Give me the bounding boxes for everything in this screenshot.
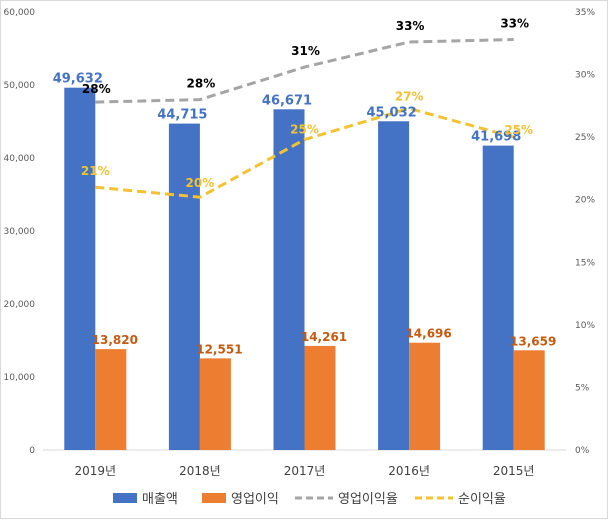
legend-swatch: [113, 493, 137, 503]
revenue-bar: [64, 87, 96, 450]
right-axis-tick-label: 25%: [575, 133, 595, 143]
left-axis-tick-label: 30,000: [4, 227, 36, 237]
revenue-bar: [482, 145, 514, 450]
net-margin-data-label: 21%: [81, 164, 110, 178]
right-axis-tick-label: 15%: [575, 258, 595, 268]
x-axis-category-label: 2018년: [179, 464, 221, 478]
operating-profit-bar: [409, 342, 441, 450]
operating-profit-bar: [95, 349, 127, 450]
legend-swatch: [202, 493, 226, 503]
right-axis-tick-label: 20%: [575, 196, 595, 206]
x-axis-category-label: 2016년: [388, 464, 430, 478]
x-axis-category-label: 2019년: [75, 464, 117, 478]
net-margin-data-label: 20%: [186, 176, 215, 190]
right-axis-tick-label: 0%: [575, 446, 590, 456]
legend-entry-label: 영업이익: [231, 492, 279, 507]
operating-profit-bar: [199, 358, 231, 450]
x-axis-category-label: 2017년: [284, 464, 326, 478]
revenue-data-label: 46,671: [262, 93, 312, 108]
revenue-data-label: 44,715: [157, 108, 207, 123]
revenue-data-label: 49,632: [53, 72, 103, 87]
left-axis-tick-label: 0: [29, 446, 35, 456]
legend-entry-label: 영업이익율: [338, 492, 398, 507]
net-margin-line: [95, 106, 515, 199]
operating-profit-data-label: 12,551: [196, 342, 242, 356]
right-axis-tick-label: 30%: [575, 71, 595, 81]
legend-entry-label: 매출액: [142, 492, 178, 507]
net-margin-data-label: 25%: [504, 123, 533, 137]
operating-margin-line: [95, 38, 514, 104]
x-axis-category-label: 2015년: [493, 464, 535, 478]
left-axis-tick-label: 20,000: [4, 300, 36, 310]
operating-margin-data-label: 31%: [291, 44, 320, 58]
left-axis-tick-label: 10,000: [4, 373, 36, 383]
operating-margin-data-label: 28%: [82, 82, 111, 96]
revenue-bar: [273, 109, 305, 450]
revenue-data-label: 41,698: [471, 130, 521, 145]
right-axis-tick-label: 35%: [575, 8, 595, 18]
operating-profit-data-label: 14,261: [301, 330, 347, 344]
revenue-bar: [168, 123, 200, 450]
operating-profit-data-label: 14,696: [405, 327, 451, 341]
operating-margin-data-label: 33%: [500, 17, 529, 31]
operating-profit-bar: [513, 350, 545, 450]
net-margin-data-label: 27%: [395, 89, 424, 103]
operating-margin-data-label: 33%: [396, 19, 425, 33]
operating-profit-data-label: 13,820: [92, 333, 138, 347]
net-margin-data-label: 25%: [290, 123, 319, 137]
operating-margin-data-label: 28%: [187, 77, 216, 91]
operating-profit-bar: [304, 345, 336, 450]
revenue-data-label: 45,032: [367, 105, 417, 120]
left-axis-tick-label: 50,000: [4, 81, 36, 91]
left-axis-tick-label: 40,000: [4, 154, 36, 164]
right-axis-tick-label: 10%: [575, 321, 595, 331]
left-axis-tick-label: 60,000: [4, 8, 36, 18]
legend-entry-label: 순이익율: [458, 492, 506, 507]
revenue-bar: [378, 121, 410, 450]
right-axis-tick-label: 5%: [575, 383, 590, 393]
operating-profit-data-label: 13,659: [510, 334, 556, 348]
